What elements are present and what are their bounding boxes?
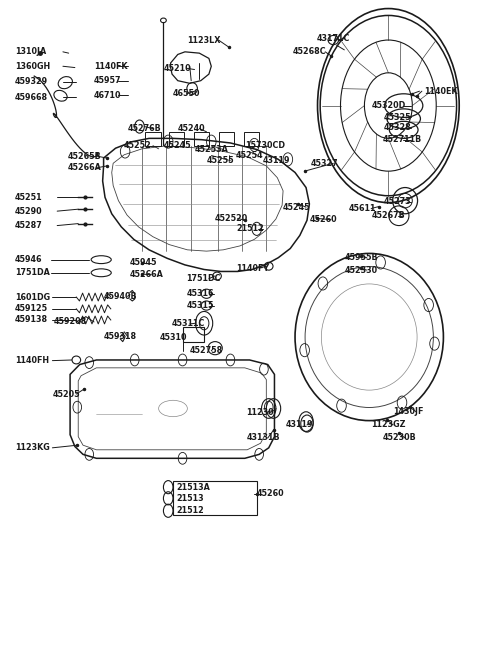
Text: 1140FH: 1140FH — [15, 356, 49, 365]
Text: 45260: 45260 — [310, 215, 337, 224]
Text: 45311C: 45311C — [172, 319, 205, 328]
Text: 45316: 45316 — [186, 289, 214, 298]
Text: 459138: 459138 — [15, 315, 48, 325]
Text: 1140FK: 1140FK — [94, 62, 128, 71]
Text: 45946: 45946 — [15, 255, 43, 264]
Text: 11230/: 11230/ — [246, 407, 277, 417]
Text: 45290: 45290 — [15, 207, 43, 215]
Text: 45210: 45210 — [163, 64, 191, 73]
Text: 45266A: 45266A — [130, 270, 164, 279]
Text: 459668: 459668 — [15, 93, 48, 102]
Text: 1123KG: 1123KG — [15, 443, 50, 452]
Text: 45251: 45251 — [15, 193, 43, 202]
Text: 43131B: 43131B — [246, 434, 280, 442]
Text: 459318: 459318 — [104, 332, 137, 341]
Text: 45245: 45245 — [163, 141, 191, 150]
Text: 45957: 45957 — [94, 76, 121, 85]
Text: 1360GH: 1360GH — [15, 62, 50, 71]
Text: 45265B: 45265B — [68, 152, 101, 160]
Text: 43119: 43119 — [263, 156, 290, 165]
Text: 1751DA: 1751DA — [15, 268, 50, 277]
Text: 21513A: 21513A — [177, 483, 211, 491]
Text: 45266A: 45266A — [68, 164, 102, 172]
Text: 1751DC: 1751DC — [186, 274, 221, 283]
Text: 1140FY: 1140FY — [237, 263, 270, 273]
Bar — [219, 133, 234, 146]
Text: 45260: 45260 — [257, 489, 284, 498]
Bar — [169, 133, 184, 146]
Text: 45328: 45328 — [384, 124, 411, 132]
Text: 45276B: 45276B — [128, 124, 161, 133]
Text: 45273: 45273 — [384, 198, 411, 206]
Text: 1430JF: 1430JF — [393, 407, 423, 417]
Text: 45267B: 45267B — [372, 211, 406, 219]
Text: 452711B: 452711B — [383, 135, 422, 144]
Text: 15730CD: 15730CD — [245, 141, 285, 150]
Bar — [145, 133, 160, 146]
Text: 43171C: 43171C — [317, 34, 350, 43]
Text: 45245: 45245 — [283, 203, 311, 212]
Text: 45320D: 45320D — [372, 101, 406, 110]
Text: 459329: 459329 — [15, 78, 48, 87]
Text: 45945: 45945 — [130, 258, 157, 267]
Text: 43119: 43119 — [286, 420, 313, 430]
Text: 45955B: 45955B — [344, 253, 378, 262]
Text: 45254: 45254 — [235, 151, 263, 160]
Text: 45611: 45611 — [349, 204, 377, 213]
Text: 45940B: 45940B — [104, 292, 137, 301]
Text: 1601DG: 1601DG — [15, 292, 50, 302]
Text: 45310: 45310 — [160, 332, 188, 342]
Bar — [182, 327, 204, 342]
Text: 1310JA: 1310JA — [15, 47, 46, 57]
Text: 45230B: 45230B — [383, 434, 416, 442]
Text: 1123LX: 1123LX — [187, 35, 221, 45]
Text: 45268C: 45268C — [293, 47, 326, 57]
Text: 45205: 45205 — [52, 390, 80, 399]
Text: 21513: 21513 — [177, 494, 204, 503]
Text: 45240: 45240 — [178, 124, 205, 133]
Text: 45325: 45325 — [384, 113, 411, 122]
Text: 46550: 46550 — [173, 89, 201, 99]
Text: 1123GZ: 1123GZ — [372, 420, 406, 430]
Text: 45253A: 45253A — [194, 145, 228, 154]
Text: 452758: 452758 — [190, 346, 223, 355]
Text: 452330: 452330 — [344, 265, 377, 275]
Text: 45252: 45252 — [124, 141, 152, 150]
Bar — [173, 481, 257, 515]
Text: 459125: 459125 — [15, 304, 48, 313]
Text: 459208: 459208 — [53, 317, 86, 327]
Text: 45255: 45255 — [206, 156, 234, 165]
Bar — [244, 133, 259, 146]
Text: 45327: 45327 — [311, 159, 338, 168]
Text: 1140EK: 1140EK — [424, 87, 458, 96]
Text: 45315: 45315 — [186, 301, 214, 310]
Bar — [194, 133, 209, 146]
Text: 46710: 46710 — [94, 91, 121, 100]
Text: 45287: 45287 — [15, 221, 43, 230]
Text: 21512: 21512 — [177, 507, 204, 515]
Text: 21512: 21512 — [237, 224, 264, 233]
Text: 452520: 452520 — [215, 214, 248, 223]
